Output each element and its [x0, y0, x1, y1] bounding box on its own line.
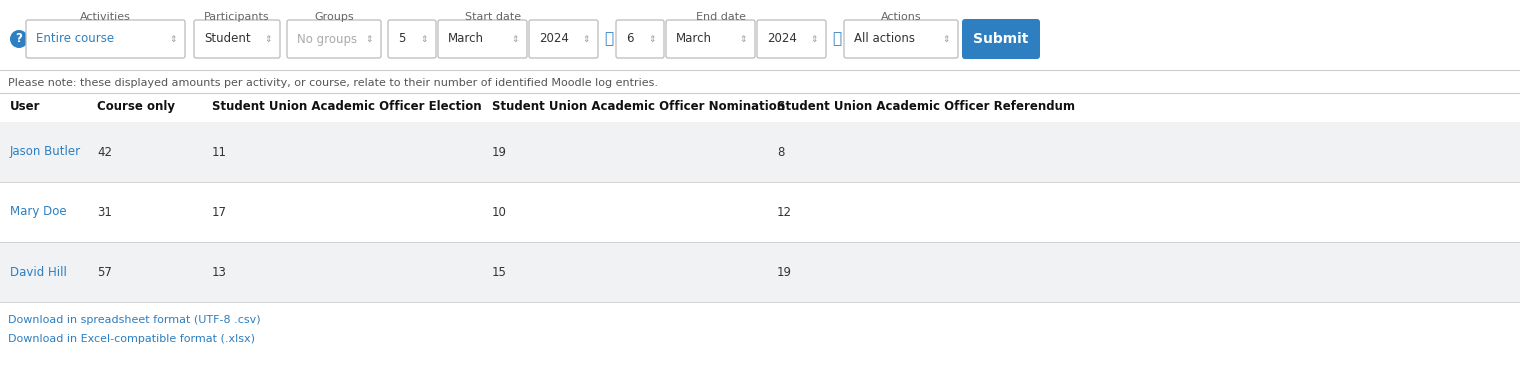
Text: Student Union Academic Officer Referendum: Student Union Academic Officer Referendu… [777, 100, 1075, 113]
Text: Jason Butler: Jason Butler [11, 146, 81, 158]
Text: 57: 57 [97, 265, 112, 279]
FancyBboxPatch shape [287, 20, 382, 58]
FancyBboxPatch shape [26, 20, 185, 58]
Text: 12: 12 [777, 205, 792, 219]
FancyBboxPatch shape [529, 20, 597, 58]
Text: ⇕: ⇕ [942, 34, 950, 44]
Text: Entire course: Entire course [36, 33, 114, 45]
Text: 8: 8 [777, 146, 784, 158]
Text: David Hill: David Hill [11, 265, 67, 279]
Text: Student: Student [204, 33, 251, 45]
FancyBboxPatch shape [844, 20, 958, 58]
Text: 10: 10 [492, 205, 506, 219]
Text: All actions: All actions [854, 33, 915, 45]
Text: Participants: Participants [204, 12, 271, 22]
Bar [0, 122, 1520, 182]
Text: ⇕: ⇕ [169, 34, 176, 44]
Text: Download in spreadsheet format (UTF-8 .csv): Download in spreadsheet format (UTF-8 .c… [8, 315, 260, 325]
FancyBboxPatch shape [962, 19, 1040, 59]
Text: User: User [11, 100, 41, 113]
Text: ⇕: ⇕ [420, 34, 427, 44]
FancyBboxPatch shape [438, 20, 527, 58]
Text: 17: 17 [211, 205, 226, 219]
Text: ⇕: ⇕ [648, 34, 655, 44]
Text: Submit: Submit [973, 32, 1029, 46]
Text: Course only: Course only [97, 100, 175, 113]
FancyBboxPatch shape [757, 20, 825, 58]
Text: ⇕: ⇕ [582, 34, 590, 44]
Text: March: March [448, 33, 483, 45]
Circle shape [11, 30, 27, 48]
Text: ⇕: ⇕ [810, 34, 818, 44]
Text: ⇕: ⇕ [511, 34, 518, 44]
Text: End date: End date [696, 12, 746, 22]
Text: Activities: Activities [81, 12, 131, 22]
Text: Student Union Academic Officer Election: Student Union Academic Officer Election [211, 100, 482, 113]
Text: Mary Doe: Mary Doe [11, 205, 67, 219]
FancyBboxPatch shape [388, 20, 436, 58]
Text: No groups: No groups [296, 33, 357, 45]
Text: 🗓: 🗓 [605, 31, 614, 46]
FancyBboxPatch shape [666, 20, 755, 58]
Text: March: March [676, 33, 711, 45]
Text: ⇕: ⇕ [739, 34, 746, 44]
Text: ⇕: ⇕ [264, 34, 272, 44]
Text: ?: ? [15, 33, 23, 45]
Text: 31: 31 [97, 205, 112, 219]
Text: 19: 19 [492, 146, 508, 158]
Text: 2024: 2024 [540, 33, 568, 45]
Text: 19: 19 [777, 265, 792, 279]
Text: 11: 11 [211, 146, 226, 158]
Text: 6: 6 [626, 33, 634, 45]
Text: Groups: Groups [315, 12, 354, 22]
Bar [0, 0, 1520, 68]
Text: 5: 5 [398, 33, 406, 45]
Text: Please note: these displayed amounts per activity, or course, relate to their nu: Please note: these displayed amounts per… [8, 78, 658, 88]
FancyBboxPatch shape [195, 20, 280, 58]
Text: ⇕: ⇕ [365, 34, 372, 44]
Text: 🗓: 🗓 [833, 31, 842, 46]
Text: Actions: Actions [880, 12, 921, 22]
Text: Student Union Academic Officer Nomination: Student Union Academic Officer Nominatio… [492, 100, 786, 113]
Text: Download in Excel-compatible format (.xlsx): Download in Excel-compatible format (.xl… [8, 334, 255, 344]
Text: 42: 42 [97, 146, 112, 158]
Bar [0, 242, 1520, 302]
Text: Start date: Start date [465, 12, 521, 22]
Text: 13: 13 [211, 265, 226, 279]
Text: 2024: 2024 [768, 33, 796, 45]
FancyBboxPatch shape [616, 20, 664, 58]
Text: 15: 15 [492, 265, 506, 279]
Bar [0, 182, 1520, 242]
